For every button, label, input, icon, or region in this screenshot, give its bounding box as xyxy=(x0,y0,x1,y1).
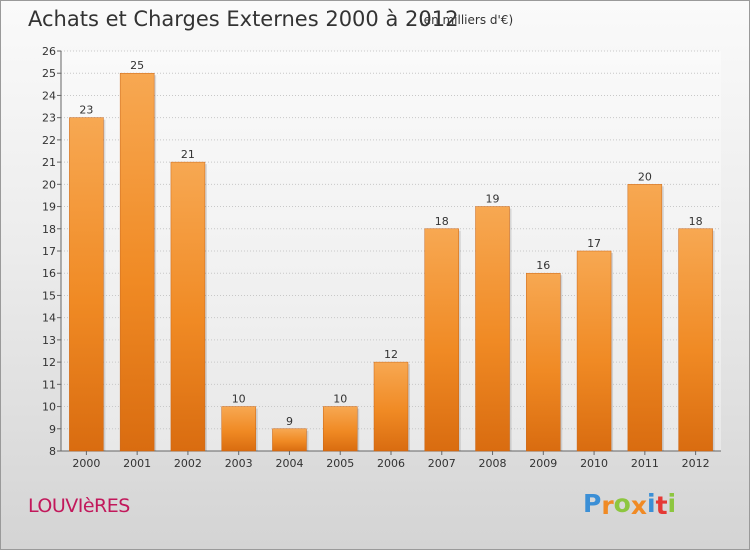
logo-letter: r xyxy=(601,491,614,520)
x-tick-label-2004: 2004 xyxy=(275,457,303,470)
chart-title: Achats et Charges Externes 2000 à 2012 xyxy=(28,7,459,31)
y-tick-label: 18 xyxy=(42,223,56,236)
bar-2004 xyxy=(272,428,307,452)
value-label-2012: 18 xyxy=(689,215,703,228)
value-label-2001: 25 xyxy=(130,59,144,72)
x-tick-label-2008: 2008 xyxy=(479,457,507,470)
y-tick-label: 24 xyxy=(42,89,56,102)
bar-2006 xyxy=(373,361,409,452)
y-tick-label: 11 xyxy=(42,378,56,391)
logo-letter: o xyxy=(613,489,631,518)
value-label-2002: 21 xyxy=(181,148,195,161)
y-tick-label: 10 xyxy=(42,401,56,414)
value-label-2006: 12 xyxy=(384,348,398,361)
x-tick-label-2005: 2005 xyxy=(326,457,354,470)
bar-2012 xyxy=(678,228,713,452)
y-tick-label: 13 xyxy=(42,334,56,347)
y-tick-label: 15 xyxy=(42,289,56,302)
chart-subtitle: (en milliers d'€) xyxy=(419,13,514,27)
logo-letter: i xyxy=(667,489,677,518)
y-tick-label: 20 xyxy=(42,178,56,191)
value-label-2009: 16 xyxy=(536,259,550,272)
y-tick-label: 23 xyxy=(42,112,56,125)
x-tick-label-2012: 2012 xyxy=(682,457,710,470)
bar-2001 xyxy=(119,72,155,452)
logo-letter: t xyxy=(655,491,668,520)
x-tick-label-2003: 2003 xyxy=(225,457,253,470)
y-tick-label: 19 xyxy=(42,201,56,214)
y-tick-label: 9 xyxy=(49,423,56,436)
x-tick-label-2009: 2009 xyxy=(529,457,557,470)
value-label-2011: 20 xyxy=(638,170,652,183)
x-tick-label-2010: 2010 xyxy=(580,457,608,470)
y-tick-label: 12 xyxy=(42,356,56,369)
bar-2002 xyxy=(170,161,206,452)
y-tick-label: 17 xyxy=(42,245,56,258)
y-tick-label: 8 xyxy=(49,445,56,458)
bar-2010 xyxy=(576,250,612,452)
logo-letter: x xyxy=(630,491,647,520)
x-tick-label-2002: 2002 xyxy=(174,457,202,470)
value-label-2010: 17 xyxy=(587,237,601,250)
logo-letter: P xyxy=(583,489,602,518)
bar-2008 xyxy=(475,206,510,452)
bar-2007 xyxy=(424,228,460,452)
y-tick-label: 25 xyxy=(42,67,56,80)
bar-2011 xyxy=(627,184,663,452)
place-name: LOUVIèRES xyxy=(28,495,130,517)
value-label-2007: 18 xyxy=(435,215,449,228)
y-tick-label: 16 xyxy=(42,267,56,280)
value-label-2000: 23 xyxy=(79,104,93,117)
y-tick-label: 26 xyxy=(42,45,56,58)
bar-2005 xyxy=(322,406,358,452)
x-tick-label-2000: 2000 xyxy=(72,457,100,470)
y-tick-label: 14 xyxy=(42,312,56,325)
bar-2000 xyxy=(69,117,104,452)
bar-2003 xyxy=(221,406,256,452)
y-tick-label: 22 xyxy=(42,134,56,147)
x-tick-label-2001: 2001 xyxy=(123,457,151,470)
value-label-2004: 9 xyxy=(286,415,293,428)
value-label-2005: 10 xyxy=(333,393,347,406)
logo-letter: i xyxy=(647,489,656,518)
x-tick-label-2011: 2011 xyxy=(631,457,659,470)
proxiti-logo[interactable]: Proxiti xyxy=(583,489,677,520)
value-label-2008: 19 xyxy=(486,193,500,206)
x-tick-label-2006: 2006 xyxy=(377,457,405,470)
y-tick-label: 21 xyxy=(42,156,56,169)
value-label-2003: 10 xyxy=(232,393,246,406)
bar-2009 xyxy=(526,272,561,452)
x-tick-label-2007: 2007 xyxy=(428,457,456,470)
